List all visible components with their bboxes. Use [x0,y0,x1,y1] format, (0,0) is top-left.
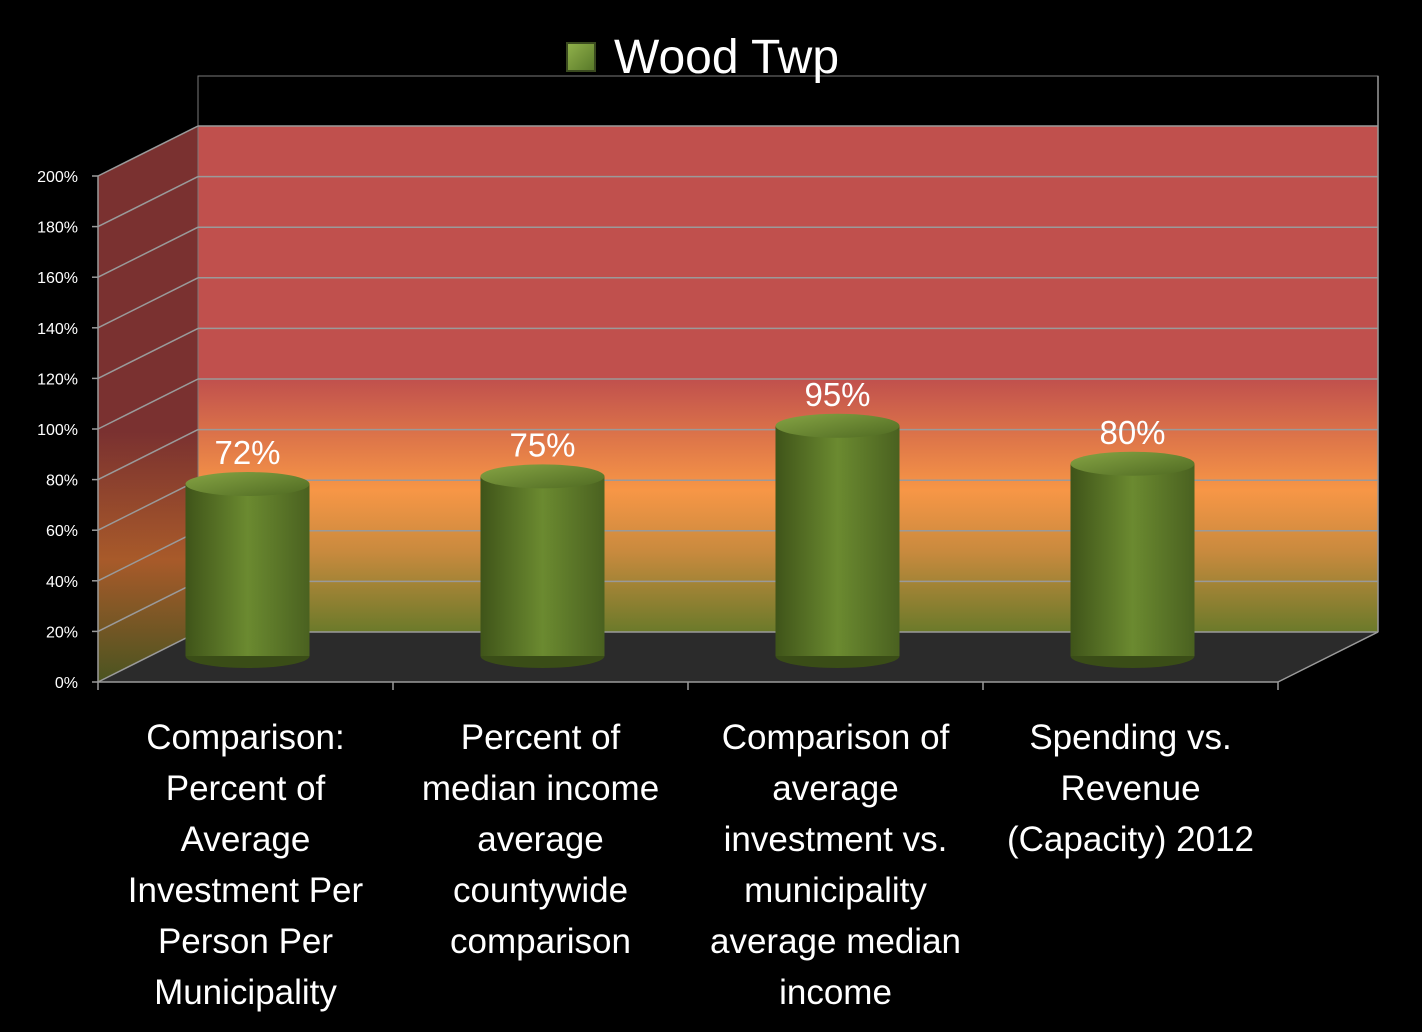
gridline-side [97,580,199,633]
x-tick-label-line: Revenue [1060,769,1201,808]
data-label: 75% [509,426,575,463]
gridline-side [97,226,199,278]
y-axis: 0% 20% 40% 60% 80% 100% 120% 140% 160% 180% 200% [37,76,1379,692]
x-tick-label-line: investment vs. [723,820,948,859]
bar-body [775,425,900,656]
floor [98,632,1378,682]
gridline-side [97,125,199,177]
bar-top [775,413,900,438]
x-tick-label-line: countywide [452,871,629,910]
y-tick-label: 20% [46,624,78,641]
x-tick-label-line: Average [180,820,311,859]
data-label: 95% [804,376,870,413]
legend: Wood Twp [566,22,839,92]
gridline-side [97,530,199,582]
x-tick-label-line: Person Per [157,922,334,961]
bar: 80% [1070,414,1195,668]
x-tick-label-line: Percent of [460,718,621,757]
bar-body [185,484,310,656]
x-tick-label-line: Comparison of [721,718,950,757]
x-axis-depth-line [1277,631,1379,683]
gridline-side [97,277,199,329]
data-label: 80% [1099,414,1165,451]
x-tick-label-line: comparison [450,922,631,961]
y-tick-label: 120% [37,371,78,388]
y-tick-label: 0% [55,675,78,692]
x-tick-label-line: municipality [744,871,927,910]
x-tick-label-line: average [477,820,604,859]
gridline-side [97,378,199,430]
x-tick-label: Spending vs. Revenue (Capacity) 2012 [981,712,1281,865]
x-tick-label: Comparison: Percent of Average Investment P… [96,712,396,1018]
gridline-side [97,175,199,228]
bar: 72% [185,434,310,668]
y-tick-label: 80% [46,473,78,490]
x-tick-label-line: Comparison: [146,718,345,757]
x-tick-label-line: Spending vs. [1029,718,1232,757]
gridline-side [97,428,199,481]
x-tick-label-line: Investment Per [127,871,364,910]
x-tick-label-line: Percent of [165,769,326,808]
bar: 95% [775,376,900,668]
bar: 75% [480,426,605,668]
gridline-side [97,631,199,683]
x-tick-label: Percent of median income average countywide… [391,712,691,967]
bar-body [1070,463,1195,656]
y-tick-label: 60% [46,523,78,540]
data-label: 72% [214,434,280,471]
y-tick-label: 160% [37,270,78,287]
bar-top [185,472,310,496]
x-tick-label-line: income [779,973,892,1012]
bars: 72% 75% 95% 80% [185,376,1195,668]
gridline-side [97,327,199,380]
x-tick-label-line: Municipality [154,973,337,1012]
x-tick-label: Comparison of average investment vs. munici… [686,712,986,1018]
y-tick-label: 200% [37,169,78,186]
x-tick-label-line: average median [710,922,961,961]
y-tick-label: 180% [37,220,78,237]
bar-top [1070,451,1195,476]
x-tick-label-line: median income [421,769,660,808]
x-tick-label-line: average [772,769,899,808]
x-tick-label-line: (Capacity) 2012 [1006,820,1255,859]
y-tick-label: 100% [37,422,78,439]
bar-top [480,464,605,489]
bar-body [480,476,605,656]
legend-label: Wood Twp [614,30,840,84]
legend-swatch [566,42,596,72]
gridline-side [97,479,199,531]
y-tick-label: 140% [37,321,78,338]
y-tick-label: 40% [46,574,78,591]
